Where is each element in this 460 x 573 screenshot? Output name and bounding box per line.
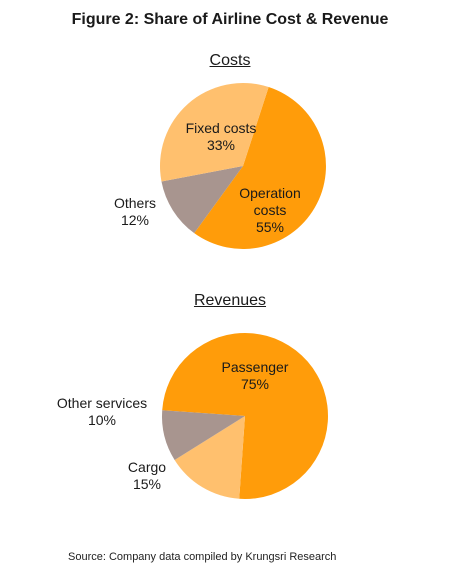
revenues-label-other-services-pct: 10% [87, 412, 117, 428]
costs-label-operation-name-1: Operation [239, 185, 301, 201]
revenues-label-cargo-name: Cargo [127, 459, 167, 475]
revenues-slice-0 [162, 333, 328, 500]
costs-label-operation-pct: 55% [255, 219, 285, 235]
revenues-label-passenger-pct: 75% [240, 376, 270, 392]
costs-slice-0 [159, 82, 269, 182]
costs-chart-title: Costs [209, 52, 251, 69]
revenues-slice-1 [174, 416, 245, 499]
revenues-slice-2 [161, 410, 245, 460]
costs-label-fixed-name: Fixed costs [185, 120, 257, 136]
costs-label-operation-name-2: costs [253, 202, 287, 218]
figure-title: Figure 2: Share of Airline Cost & Revenu… [71, 11, 389, 28]
costs-label-fixed-pct: 33% [206, 137, 236, 153]
source-note: Source: Company data compiled by Krungsr… [68, 551, 337, 563]
costs-pie-chart [159, 82, 326, 249]
costs-slice-1 [194, 87, 326, 249]
costs-slice-2 [161, 166, 243, 234]
revenues-label-cargo: Cargo 15% [110, 459, 184, 493]
costs-label-operation: Operation costs 55% [222, 185, 318, 236]
costs-label-others: Others 12% [100, 195, 170, 229]
revenues-label-cargo-pct: 15% [132, 476, 162, 492]
revenues-label-other-services-name: Other services [56, 395, 148, 411]
revenues-label-passenger: Passenger 75% [205, 359, 305, 393]
costs-label-others-name: Others [113, 195, 156, 211]
revenues-chart-title: Revenues [193, 292, 267, 309]
costs-label-others-pct: 12% [120, 212, 150, 228]
costs-label-fixed: Fixed costs 33% [176, 120, 266, 154]
revenues-label-other-services: Other services 10% [42, 395, 162, 429]
revenues-label-passenger-name: Passenger [221, 359, 289, 375]
revenues-pie-chart [161, 333, 328, 500]
